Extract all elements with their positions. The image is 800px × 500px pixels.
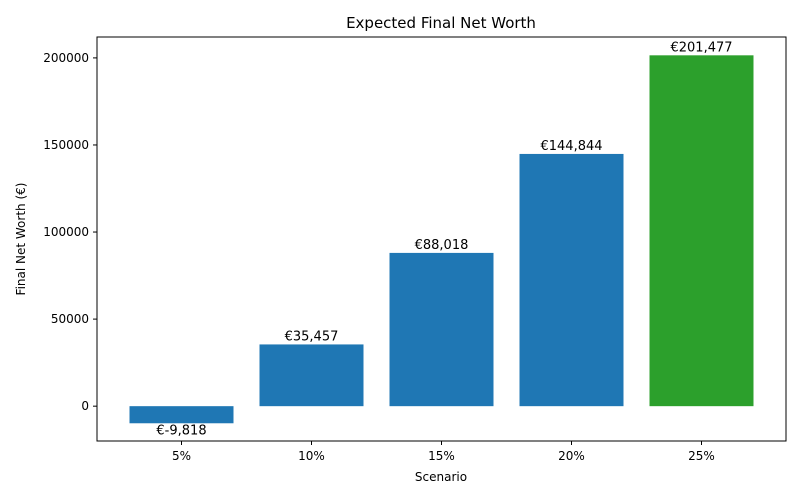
y-tick-label-200000: 200000 xyxy=(43,51,89,65)
data-label-5pct: €-9,818 xyxy=(156,423,206,438)
plot-area: €-9,818 €35,457 €88,018 €144,844 €201,477 0 5… xyxy=(43,36,787,463)
x-tick-label-15pct: 15% xyxy=(428,449,455,463)
data-labels-layer: €-9,818 €35,457 €88,018 €144,844 €201,477 xyxy=(156,40,732,438)
x-tick-label-10pct: 10% xyxy=(298,449,325,463)
x-tick-label-20pct: 20% xyxy=(558,449,585,463)
bar-15pct xyxy=(389,252,494,407)
bar-25pct xyxy=(649,55,754,407)
bar-5pct xyxy=(129,406,234,424)
y-tick-label-0: 0 xyxy=(81,399,89,413)
plot-frame xyxy=(96,36,787,442)
y-tick-label-50000: 50000 xyxy=(51,312,89,326)
y-axis: 0 50000 100000 150000 200000 xyxy=(43,51,97,413)
x-tick-label-25pct: 25% xyxy=(688,449,715,463)
x-axis-title: Scenario xyxy=(415,470,467,484)
y-tick-label-100000: 100000 xyxy=(43,225,89,239)
x-tick-label-5pct: 5% xyxy=(172,449,191,463)
y-tick-label-150000: 150000 xyxy=(43,138,89,152)
bar-20pct xyxy=(519,153,624,407)
chart-title: Expected Final Net Worth xyxy=(346,14,536,32)
data-label-25pct: €201,477 xyxy=(670,40,732,55)
x-axis: 5% 10% 15% 20% 25% xyxy=(172,441,715,463)
data-label-20pct: €144,844 xyxy=(540,139,602,154)
data-label-15pct: €88,018 xyxy=(415,238,469,253)
bar-10pct xyxy=(259,344,364,407)
bars-layer xyxy=(129,55,754,424)
data-label-10pct: €35,457 xyxy=(285,329,339,344)
y-axis-title: Final Net Worth (€) xyxy=(14,183,28,296)
